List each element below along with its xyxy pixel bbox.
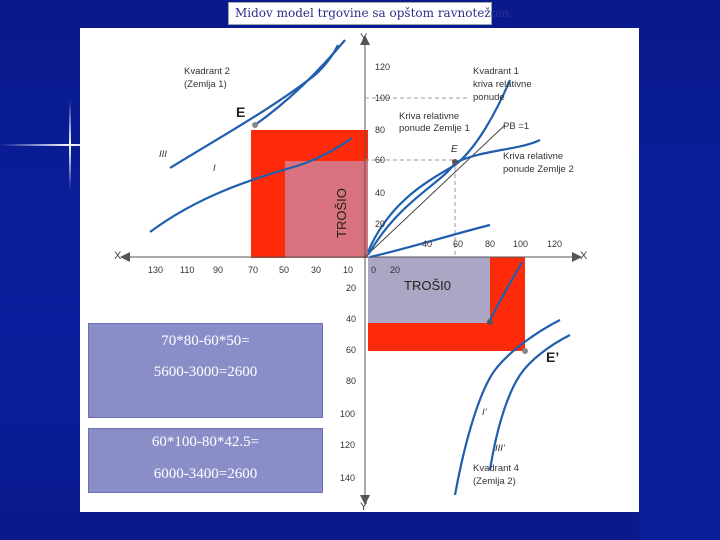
- y-ticks-lower: 20 40 60 80 100 120 140: [340, 283, 356, 483]
- y-tick-80: 80: [375, 125, 385, 135]
- indifference-curve-I: [149, 137, 353, 233]
- x-tick-130: 130: [148, 265, 163, 275]
- x-tick-80: 80: [485, 239, 495, 249]
- formula-box-1: 70*80-60*50= 5600-3000=2600: [88, 323, 323, 418]
- curve1-label-b: ponude Zemlje 1: [399, 123, 470, 134]
- quadrant4-sub: (Zemlja 2): [473, 476, 516, 487]
- curve-label-I: I: [213, 163, 216, 174]
- y-tick-lower-100: 100: [340, 409, 355, 419]
- y-axis-label-top: Y: [360, 32, 368, 44]
- label-E-prime: E’: [546, 349, 559, 365]
- x-tick-50: 50: [279, 265, 289, 275]
- y-tick-lower-20: 20: [346, 283, 356, 293]
- ppf-curve-upper: [254, 39, 346, 126]
- x-axis-label-right: X: [580, 250, 588, 262]
- x-tick-110: 110: [180, 265, 194, 275]
- point-E-label: E: [451, 144, 458, 155]
- slide-title-box: Midov model trgovine sa opštom ravnotežo…: [228, 2, 509, 25]
- x-tick-10: 10: [343, 265, 353, 275]
- formula-1-line-1: 70*80-60*50=: [161, 333, 250, 349]
- curve-label-I-prime: I’: [482, 407, 488, 418]
- x-tick-0: 0: [371, 265, 376, 275]
- y-axis-arrow-up-icon: [360, 35, 370, 45]
- point-E-prime: [522, 348, 528, 354]
- x-ticks-right: 40 60 80 100 120: [422, 239, 562, 249]
- quadrant2-sub: (Zemlja 1): [184, 79, 227, 90]
- trosio-label: TROŠIO: [334, 188, 349, 238]
- curve2-label-a: Kriva relativne: [503, 151, 563, 162]
- curve1-label-a: Kriva relativne: [399, 111, 459, 122]
- pink-consumption-rect-upper: [285, 161, 368, 258]
- y-tick-lower-40: 40: [346, 314, 356, 324]
- x-ticks-left: 130 110 90 70 50 30 10: [148, 265, 353, 275]
- x-tick-90: 90: [213, 265, 223, 275]
- point-upper-left: [252, 122, 258, 128]
- x-tick-100: 100: [513, 239, 528, 249]
- x-tick-30: 30: [311, 265, 321, 275]
- y-tick-40: 40: [375, 188, 385, 198]
- ppf-curve-lower: [489, 261, 523, 321]
- trosi0-label: TROŠI0: [404, 278, 451, 293]
- x-tick-20: 20: [390, 265, 400, 275]
- formula-box-2: 60*100-80*42.5= 6000-3400=2600: [88, 428, 323, 493]
- star-sparkle-vertical: [69, 100, 71, 190]
- curve2-label-b: ponude Zemlje 2: [503, 164, 574, 175]
- relative-supply-country1: [366, 79, 512, 253]
- y-tick-60: 60: [375, 155, 385, 165]
- formula-2-line-2: 6000-3400=2600: [153, 466, 258, 482]
- y-ticks-upper: 120 100 80 60 40 20: [375, 62, 390, 229]
- curve-label-III-prime: III’: [495, 443, 506, 454]
- grey-consumption-rect-lower: [368, 257, 490, 323]
- quadrant1-label: Kvadrant 1: [473, 66, 519, 77]
- y-tick-20: 20: [375, 219, 385, 229]
- pb-label: PB =1: [503, 121, 529, 132]
- label-E-big: E: [236, 104, 245, 120]
- point-lower: [487, 319, 493, 325]
- slide-title: Midov model trgovine sa opštom ravnotežo…: [235, 6, 510, 20]
- point-E: [452, 159, 458, 165]
- y-tick-lower-140: 140: [340, 473, 355, 483]
- quadrant1-sub2: ponude: [473, 92, 505, 103]
- x-axis-arrow-left-icon: [120, 252, 130, 262]
- quadrant2-label: Kvadrant 2: [184, 66, 230, 77]
- quadrant4-label: Kvadrant 4: [473, 463, 519, 474]
- y-tick-100: 100: [375, 93, 390, 103]
- x-tick-70: 70: [248, 265, 258, 275]
- y-tick-120: 120: [375, 62, 390, 72]
- quadrant1-sub1: kriva relativne: [473, 79, 532, 90]
- y-axis-arrow-down-icon: [360, 495, 370, 505]
- pb-line: [364, 124, 506, 258]
- y-axis-label-bottom: Y: [360, 501, 368, 513]
- x-axis-label-left: X: [114, 250, 122, 262]
- formula-2-line-1: 60*100-80*42.5=: [151, 434, 260, 450]
- y-tick-lower-120: 120: [340, 440, 355, 450]
- x-axis-arrow-right-icon: [572, 252, 582, 262]
- formula-1-line-2: 5600-3000=2600: [153, 364, 258, 380]
- annotations: Kvadrant 2 (Zemlja 1) Kvadrant 1 kriva r…: [159, 66, 574, 487]
- x-tick-40: 40: [422, 239, 432, 249]
- indifference-curve-III-prime: [488, 334, 571, 471]
- y-tick-lower-60: 60: [346, 345, 356, 355]
- x-tick-120: 120: [547, 239, 562, 249]
- x-tick-60: 60: [453, 239, 463, 249]
- relative-supply-lower: [369, 223, 491, 259]
- y-tick-lower-80: 80: [346, 376, 356, 386]
- indifference-curve-I-prime: [453, 319, 561, 496]
- right-decor-band: [639, 145, 720, 540]
- curve-label-III: III: [159, 149, 167, 160]
